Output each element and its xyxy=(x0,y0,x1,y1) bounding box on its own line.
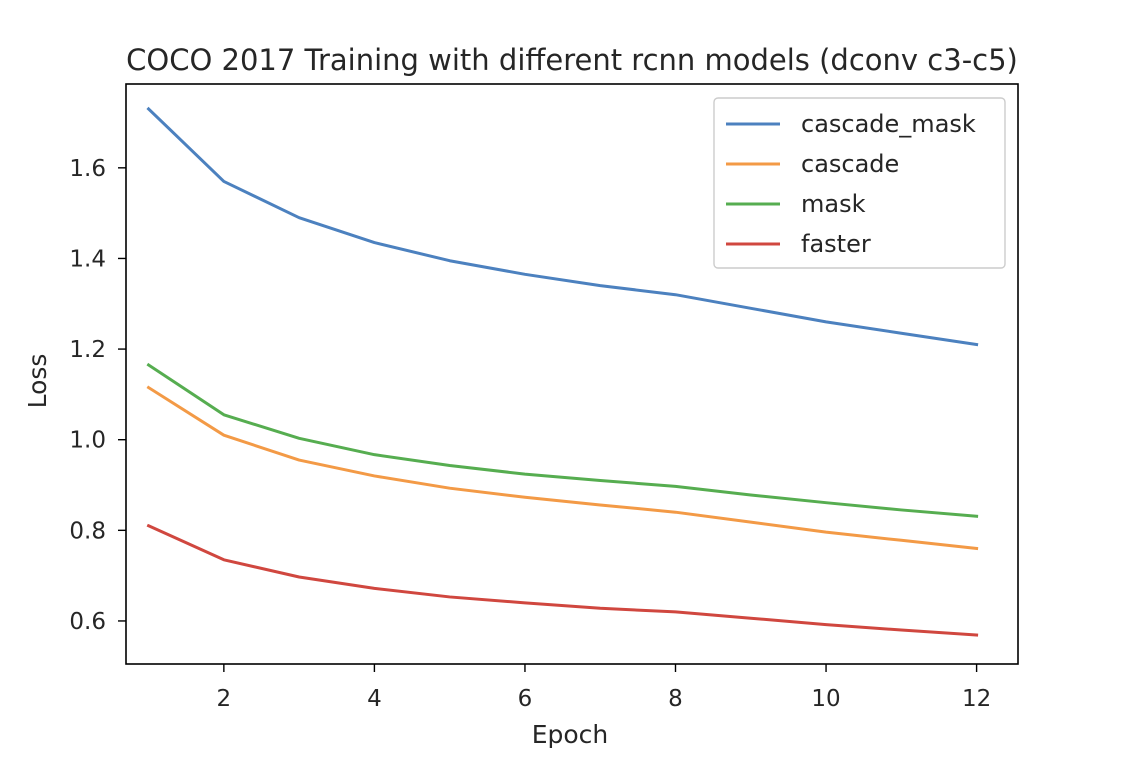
y-tick-label: 0.6 xyxy=(69,609,106,635)
x-tick-label: 8 xyxy=(668,686,683,712)
y-tick-label: 1.4 xyxy=(69,246,106,272)
series-line-cascade-mask xyxy=(146,106,979,347)
series-lines xyxy=(146,106,979,637)
legend-label: cascade xyxy=(801,150,899,178)
x-axis-label: Epoch xyxy=(532,720,609,749)
y-axis-label: Loss xyxy=(23,354,52,409)
legend-label: mask xyxy=(801,190,866,218)
x-tick-label: 2 xyxy=(217,686,232,712)
legend-box xyxy=(713,97,1006,269)
y-tick-label: 0.8 xyxy=(69,518,106,544)
x-tick-label: 6 xyxy=(518,686,533,712)
legend-label: cascade_mask xyxy=(801,110,976,138)
y-tick-label: 1.6 xyxy=(69,156,106,182)
plot-frame xyxy=(125,83,1019,665)
y-tick-label: 1.2 xyxy=(69,337,106,363)
y-tick-label: 1.0 xyxy=(69,428,106,454)
legend-label: faster xyxy=(801,230,871,258)
chart-title: COCO 2017 Training with different rcnn m… xyxy=(126,43,1018,77)
x-tick-label: 4 xyxy=(367,686,382,712)
y-axis-ticks: 0.6 0.8 1.0 1.2 1.4 1.6 xyxy=(69,156,126,635)
series-line-mask xyxy=(146,362,979,518)
series-line-faster xyxy=(146,523,979,637)
series-line-cascade xyxy=(146,385,979,551)
x-axis-ticks: 2 4 6 8 10 12 xyxy=(217,664,991,712)
x-tick-label: 12 xyxy=(962,686,991,712)
x-tick-label: 10 xyxy=(811,686,840,712)
